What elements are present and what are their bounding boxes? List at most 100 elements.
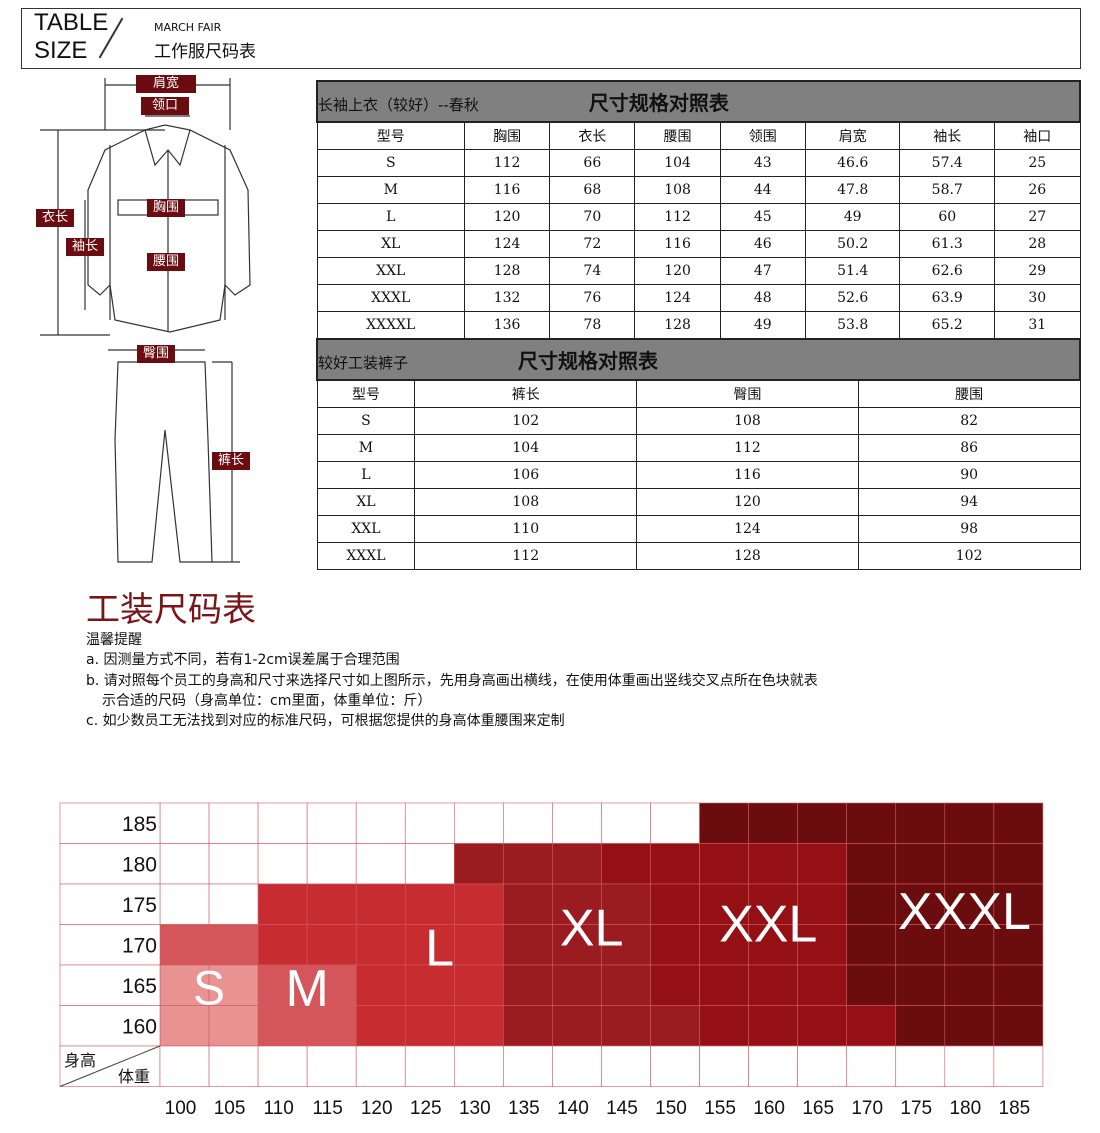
y-axis-label: 身高 <box>64 1051 96 1070</box>
table-cell: 124 <box>463 229 551 258</box>
column-header: 型号 <box>316 121 465 150</box>
row-label-cell <box>59 843 161 885</box>
size-cell <box>208 802 259 844</box>
size-cell <box>552 924 602 966</box>
size-cell <box>748 1005 798 1047</box>
size-cell <box>601 924 651 966</box>
size-cell <box>944 843 995 885</box>
size-cell <box>257 802 308 844</box>
size-cell <box>699 1005 749 1047</box>
size-cell <box>355 802 406 844</box>
table-cell: 57.4 <box>899 148 996 177</box>
size-cell <box>404 883 455 925</box>
jacket-size-table: 长袖上衣（较好）--春秋 尺寸规格对照表 型号 胸围 衣长 腰围 领围 肩宽 袖长 袖口 S 112 6… <box>316 80 1081 339</box>
row-label-cell <box>59 883 161 925</box>
size-cell <box>159 883 210 925</box>
blank-cell <box>552 1045 602 1087</box>
pants-size-table: 较好工装裤子 尺寸规格对照表 型号 裤长 臀围 腰围 S 102 108 82 M 104 112 86 L… <box>316 338 1081 570</box>
size-cell <box>159 843 210 885</box>
size-cell <box>650 964 700 1006</box>
weight-tick-label: 170 <box>851 1098 883 1119</box>
table-cell: 104 <box>414 433 638 462</box>
size-region-label: XXL <box>719 895 817 953</box>
blank-cell <box>404 1045 455 1087</box>
row-label-cell <box>59 1005 161 1047</box>
size-cell <box>650 802 700 844</box>
size-cell <box>748 883 798 925</box>
table-cell: 102 <box>857 541 1081 570</box>
size-cell <box>257 924 308 966</box>
size-cell <box>404 1005 455 1047</box>
blank-cell <box>895 1045 946 1087</box>
table-header-row: 型号 裤长 臀围 腰围 <box>316 379 1081 408</box>
label-shoulder: 肩宽 <box>136 75 196 93</box>
table-cell: 132 <box>463 283 551 312</box>
size-cell <box>699 843 749 885</box>
size-cell <box>944 964 995 1006</box>
size-cell <box>159 802 210 844</box>
table-cell: 51.4 <box>804 256 901 285</box>
table-cell: 70 <box>549 202 636 231</box>
diagonal-line <box>59 1045 161 1087</box>
row-label-cell <box>59 924 161 966</box>
size-cell <box>552 964 602 1006</box>
blank-cell <box>208 1045 259 1087</box>
size-cell <box>993 1005 1044 1047</box>
table-cell: 49 <box>719 310 806 339</box>
table-cell: 112 <box>414 541 638 570</box>
column-header: 袖口 <box>994 121 1081 150</box>
table-cell: 48 <box>719 283 806 312</box>
size-cell <box>306 843 357 885</box>
table-cell: 108 <box>634 175 721 204</box>
size-cell <box>601 1005 651 1047</box>
size-cell <box>650 1005 700 1047</box>
table-row: S 102 108 82 <box>316 406 1081 435</box>
size-cell <box>650 924 700 966</box>
table-name: 较好工装裤子 <box>318 354 409 372</box>
size-cell <box>404 843 455 885</box>
column-header: 腰围 <box>857 379 1081 408</box>
table-title: 尺寸规格对照表 <box>518 349 659 373</box>
size-cell <box>601 964 651 1006</box>
table-cell: 74 <box>549 256 636 285</box>
size-cell <box>846 924 897 966</box>
table-title-row: 较好工装裤子 尺寸规格对照表 <box>316 338 1081 381</box>
size-cell <box>306 1005 357 1047</box>
table-size-label: TABLE SIZE <box>34 9 108 65</box>
table-cell: M <box>316 433 416 462</box>
weight-tick-label: 185 <box>999 1098 1031 1119</box>
size-cell <box>257 883 308 925</box>
blank-cell <box>601 1045 651 1087</box>
label-waist: 腰围 <box>147 253 186 271</box>
table-cell: 45 <box>719 202 806 231</box>
table-cell: 27 <box>994 202 1081 231</box>
size-cell <box>797 924 848 966</box>
size-cell <box>748 843 798 885</box>
weight-tick-label: 105 <box>214 1098 246 1119</box>
table-cell: 26 <box>994 175 1081 204</box>
size-cell <box>846 964 897 1006</box>
size-region-label: S <box>193 962 225 1015</box>
weight-tick-label: 175 <box>900 1098 932 1119</box>
table-cell: 29 <box>994 256 1081 285</box>
size-cell <box>699 924 749 966</box>
table-title: 尺寸规格对照表 <box>588 91 729 115</box>
size-cell <box>159 924 210 966</box>
table-cell: 52.6 <box>804 283 901 312</box>
table-cell: 28 <box>994 229 1081 258</box>
table-cell: 112 <box>634 202 721 231</box>
size-cell <box>846 802 897 844</box>
size-cell <box>650 843 700 885</box>
size-cell <box>503 924 553 966</box>
size-cell <box>159 1005 210 1047</box>
size-cell <box>699 964 749 1006</box>
weight-tick-label: 135 <box>508 1098 540 1119</box>
weight-tick-label: 150 <box>655 1098 687 1119</box>
height-tick-label: 180 <box>122 854 157 877</box>
table-cell: 116 <box>463 175 551 204</box>
size-cell <box>846 883 897 925</box>
table-cell: 120 <box>634 256 721 285</box>
blank-cell <box>748 1045 798 1087</box>
size-cell <box>208 964 259 1006</box>
height-tick-label: 175 <box>122 894 157 917</box>
